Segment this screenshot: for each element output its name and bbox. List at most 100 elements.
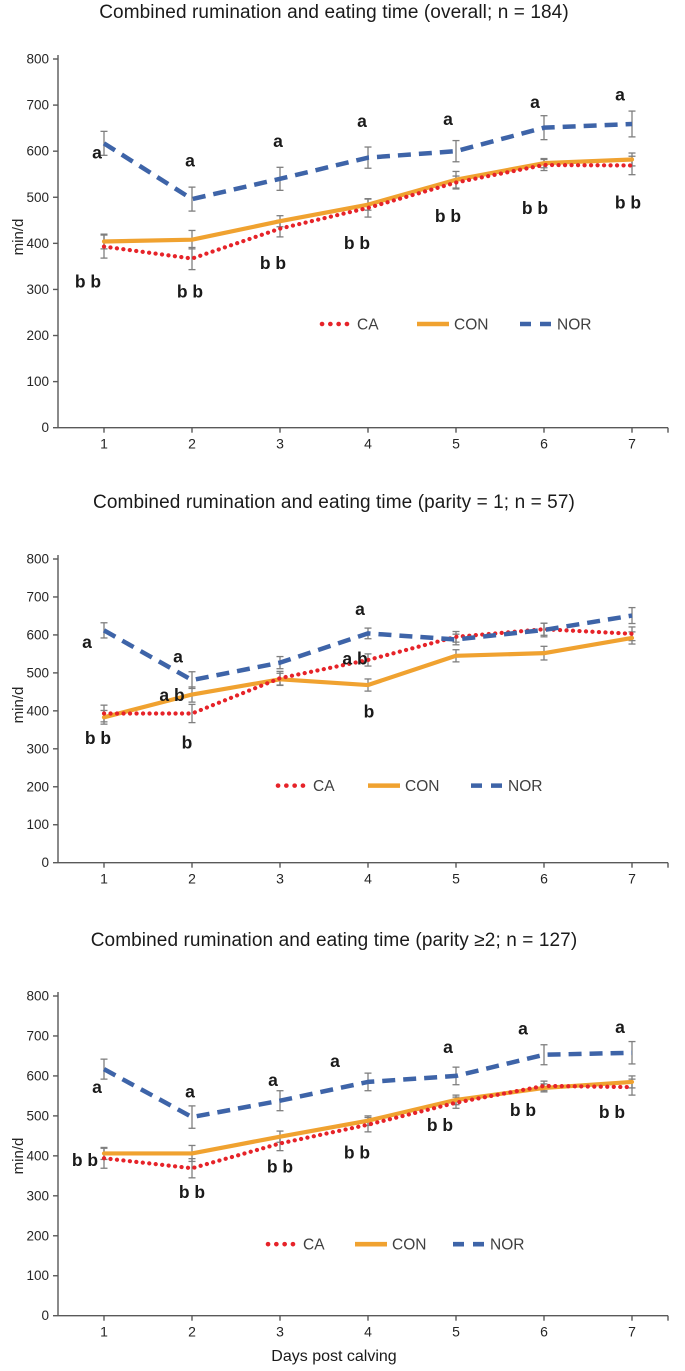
sig-letter: b b — [427, 1115, 453, 1135]
x-tick-label: 5 — [452, 871, 460, 887]
y-tick-label: 800 — [26, 52, 49, 67]
x-tick-label: 5 — [452, 1324, 460, 1340]
y-tick-label: 100 — [26, 1268, 49, 1283]
sig-letter: b b — [85, 728, 111, 748]
sig-letter: a — [185, 1082, 195, 1102]
chart-overall: 0 100 200 300 400 500 600 700 800 1 2 3 4 5 6 7 a a a a a a a b… — [26, 52, 669, 452]
y-tick-label: 700 — [26, 98, 49, 113]
x-axis-label: Days post calving — [271, 1348, 397, 1365]
x-tick-label: 7 — [628, 1324, 636, 1340]
x-tick-label: 7 — [628, 871, 636, 887]
sig-letter: a — [82, 632, 92, 652]
axes: 0 100 200 300 400 500 600 700 800 1 2 3 4 5 6 7 — [26, 52, 669, 452]
sig-letter: a — [530, 92, 540, 112]
x-tick-label: 2 — [188, 1324, 196, 1340]
sig-letter: b b — [615, 192, 641, 212]
sig-letter: a — [355, 599, 365, 619]
series-con-line — [101, 635, 635, 720]
sig-letter: a — [92, 143, 102, 163]
x-tick-label: 5 — [452, 436, 460, 452]
y-tick-label: 300 — [26, 282, 49, 297]
y-tick-label: 800 — [26, 989, 49, 1004]
y-tick-label: 0 — [41, 855, 49, 870]
chart-title-parity2plus: Combined rumination and eating time (par… — [90, 930, 578, 951]
series-ca-line — [101, 627, 635, 716]
y-tick-label: 400 — [26, 236, 49, 251]
y-tick-label: 300 — [26, 1188, 49, 1203]
x-tick-label: 3 — [276, 871, 284, 887]
x-tick-label: 1 — [100, 436, 108, 452]
chart-parity1: 0 100 200 300 400 500 600 700 800 1 2 3 4 5 6 7 a b b a a b… — [26, 552, 669, 887]
sig-letter: a — [357, 111, 367, 131]
x-tick-label: 6 — [540, 871, 548, 887]
series-con-line — [101, 157, 635, 244]
sig-letter: a b — [159, 685, 184, 705]
legend-label-con: CON — [454, 317, 488, 334]
sig-letter: b — [182, 733, 193, 753]
sig-letter: a — [518, 1018, 528, 1038]
y-tick-label: 500 — [26, 1108, 49, 1123]
series-nor-line — [102, 613, 633, 683]
sig-letter: a — [92, 1077, 102, 1097]
sig-letter: a — [173, 647, 183, 667]
legend-label-nor: NOR — [490, 1237, 524, 1254]
y-tick-label: 500 — [26, 190, 49, 205]
legend: CA CON NOR — [319, 317, 591, 334]
x-tick-label: 4 — [364, 436, 372, 452]
sig-letter: b b — [344, 233, 370, 253]
series-ca-line — [101, 162, 635, 261]
y-tick-label: 300 — [26, 741, 49, 756]
x-tick-label: 7 — [628, 436, 636, 452]
x-tick-label: 6 — [540, 1324, 548, 1340]
x-tick-label: 2 — [188, 871, 196, 887]
y-axis-label-overall: min/d — [10, 218, 27, 256]
x-tick-label: 4 — [364, 1324, 372, 1340]
sig-letter: a — [268, 1070, 278, 1090]
sig-letter: a — [443, 1037, 453, 1057]
sig-letter: b b — [177, 282, 203, 302]
series-nor-line — [102, 1050, 633, 1120]
sig-letter: a — [615, 84, 625, 104]
y-tick-label: 100 — [26, 374, 49, 389]
sig-letter: b b — [522, 198, 548, 218]
y-tick-label: 700 — [26, 589, 49, 604]
series-con-line — [101, 1079, 635, 1156]
sig-letter: b b — [267, 1157, 293, 1177]
sig-letter: b b — [510, 1100, 536, 1120]
axes: 0 100 200 300 400 500 600 700 800 1 2 3 4 5 6 7 — [26, 552, 669, 887]
sig-letter: a — [615, 1017, 625, 1037]
x-tick-label: 1 — [100, 871, 108, 887]
y-tick-label: 100 — [26, 817, 49, 832]
y-axis-label-parity2plus: min/d — [10, 1137, 27, 1175]
y-tick-label: 600 — [26, 144, 49, 159]
axes: 0 100 200 300 400 500 600 700 800 1 2 3 4 5 6 7 — [26, 989, 669, 1340]
sig-letter: a — [443, 109, 453, 129]
sig-letter: b b — [179, 1182, 205, 1202]
x-tick-label: 3 — [276, 1324, 284, 1340]
y-tick-label: 0 — [41, 1308, 49, 1323]
y-tick-label: 700 — [26, 1028, 49, 1043]
sig-letter: a — [273, 131, 283, 151]
y-tick-label: 0 — [41, 420, 49, 435]
y-tick-label: 600 — [26, 627, 49, 642]
x-tick-label: 3 — [276, 436, 284, 452]
sig-letter: b b — [260, 253, 286, 273]
y-tick-label: 400 — [26, 1148, 49, 1163]
legend-label-nor: NOR — [508, 778, 542, 795]
sig-letter: b b — [435, 206, 461, 226]
sig-letter: b b — [344, 1143, 370, 1163]
legend: CA CON NOR — [275, 778, 542, 795]
series-nor-line — [102, 121, 633, 202]
sig-letter: b b — [75, 272, 101, 292]
chart-parity2plus: 0 100 200 300 400 500 600 700 800 1 2 3 4 5 6 7 a a a a a a a b… — [26, 989, 669, 1340]
x-tick-label: 6 — [540, 436, 548, 452]
sig-letter: a — [330, 1051, 340, 1071]
sig-letter: b b — [72, 1150, 98, 1170]
legend-label-con: CON — [405, 778, 439, 795]
legend-label-nor: NOR — [557, 317, 591, 334]
sig-letter: a — [185, 150, 195, 170]
y-tick-label: 200 — [26, 779, 49, 794]
y-tick-label: 400 — [26, 703, 49, 718]
x-tick-label: 4 — [364, 871, 372, 887]
